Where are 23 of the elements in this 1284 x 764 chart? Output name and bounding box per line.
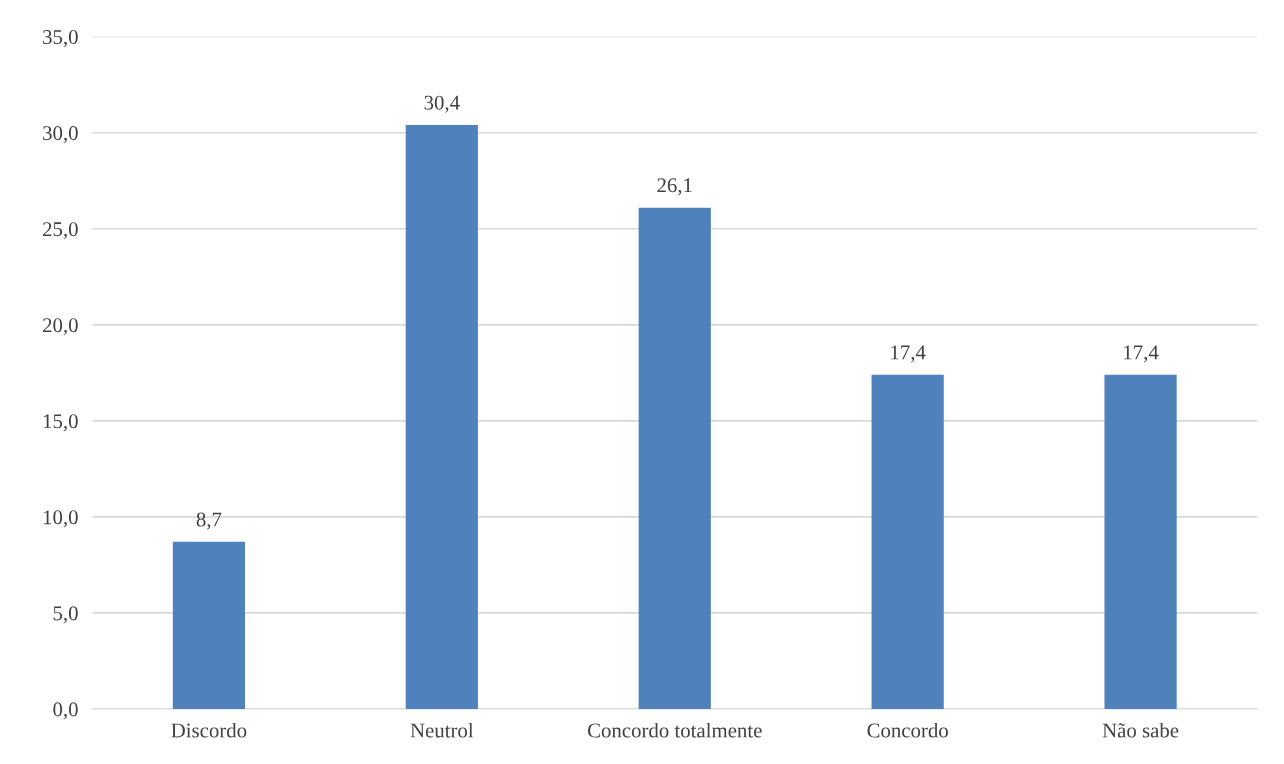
data-label: 30,4 xyxy=(424,95,460,113)
y-tick-label: 30,0 xyxy=(43,126,78,144)
x-tick-label: Concordo xyxy=(867,722,948,738)
x-tick-label: Neutrol xyxy=(410,722,474,738)
bar xyxy=(172,541,246,709)
y-tick-label: 5,0 xyxy=(53,606,78,624)
data-label: 17,4 xyxy=(891,345,926,363)
y-tick-label: 15,0 xyxy=(43,414,78,432)
y-tick-label: 10,0 xyxy=(43,510,78,528)
x-tick-label: Discordo xyxy=(171,722,247,738)
y-tick-label: 35,0 xyxy=(43,30,78,48)
bar xyxy=(1104,374,1177,709)
data-label: 17,4 xyxy=(1124,345,1159,363)
bar xyxy=(871,374,944,709)
data-label: 8,7 xyxy=(196,512,222,530)
y-tick-label: 0,0 xyxy=(53,702,78,720)
data-label: 26,1 xyxy=(657,178,692,196)
y-tick-label: 25,0 xyxy=(43,222,78,240)
y-tick-label: 20,0 xyxy=(43,318,78,336)
x-tick-label: Concordo totalmente xyxy=(587,722,762,738)
bar xyxy=(405,125,478,709)
x-tick-label: Não sabe xyxy=(1102,722,1179,738)
bar xyxy=(638,207,711,709)
